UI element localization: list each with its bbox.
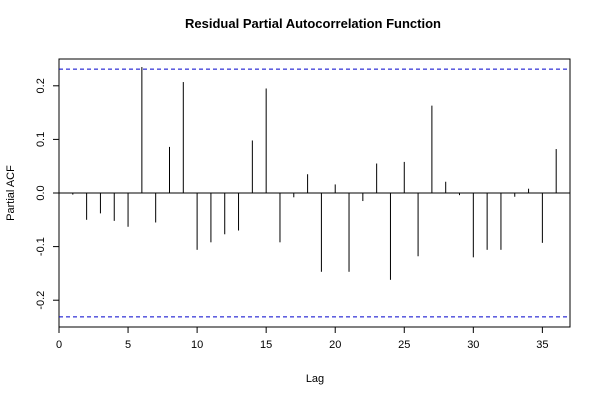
chart-title: Residual Partial Autocorrelation Functio… bbox=[185, 16, 441, 31]
x-tick-label: 30 bbox=[467, 339, 479, 351]
y-tick-label: 0.0 bbox=[35, 185, 47, 200]
x-axis: 0 5 10 15 20 25 30 35 bbox=[56, 327, 549, 351]
x-tick-label: 0 bbox=[56, 339, 62, 351]
x-tick-label: 35 bbox=[536, 339, 548, 351]
pacf-bars bbox=[72, 67, 557, 280]
x-tick-label: 15 bbox=[260, 339, 272, 351]
x-tick-label: 20 bbox=[329, 339, 341, 351]
x-tick-label: 10 bbox=[191, 339, 203, 351]
y-axis: -0.2 -0.1 0.0 0.1 0.2 bbox=[35, 78, 59, 310]
y-tick-label: -0.1 bbox=[35, 237, 47, 256]
y-tick-label: 0.1 bbox=[35, 132, 47, 147]
y-tick-label: -0.2 bbox=[35, 291, 47, 310]
x-axis-label: Lag bbox=[306, 373, 324, 385]
x-tick-label: 25 bbox=[398, 339, 410, 351]
y-tick-label: 0.2 bbox=[35, 78, 47, 93]
x-tick-label: 5 bbox=[125, 339, 131, 351]
y-axis-label: Partial ACF bbox=[5, 165, 17, 221]
